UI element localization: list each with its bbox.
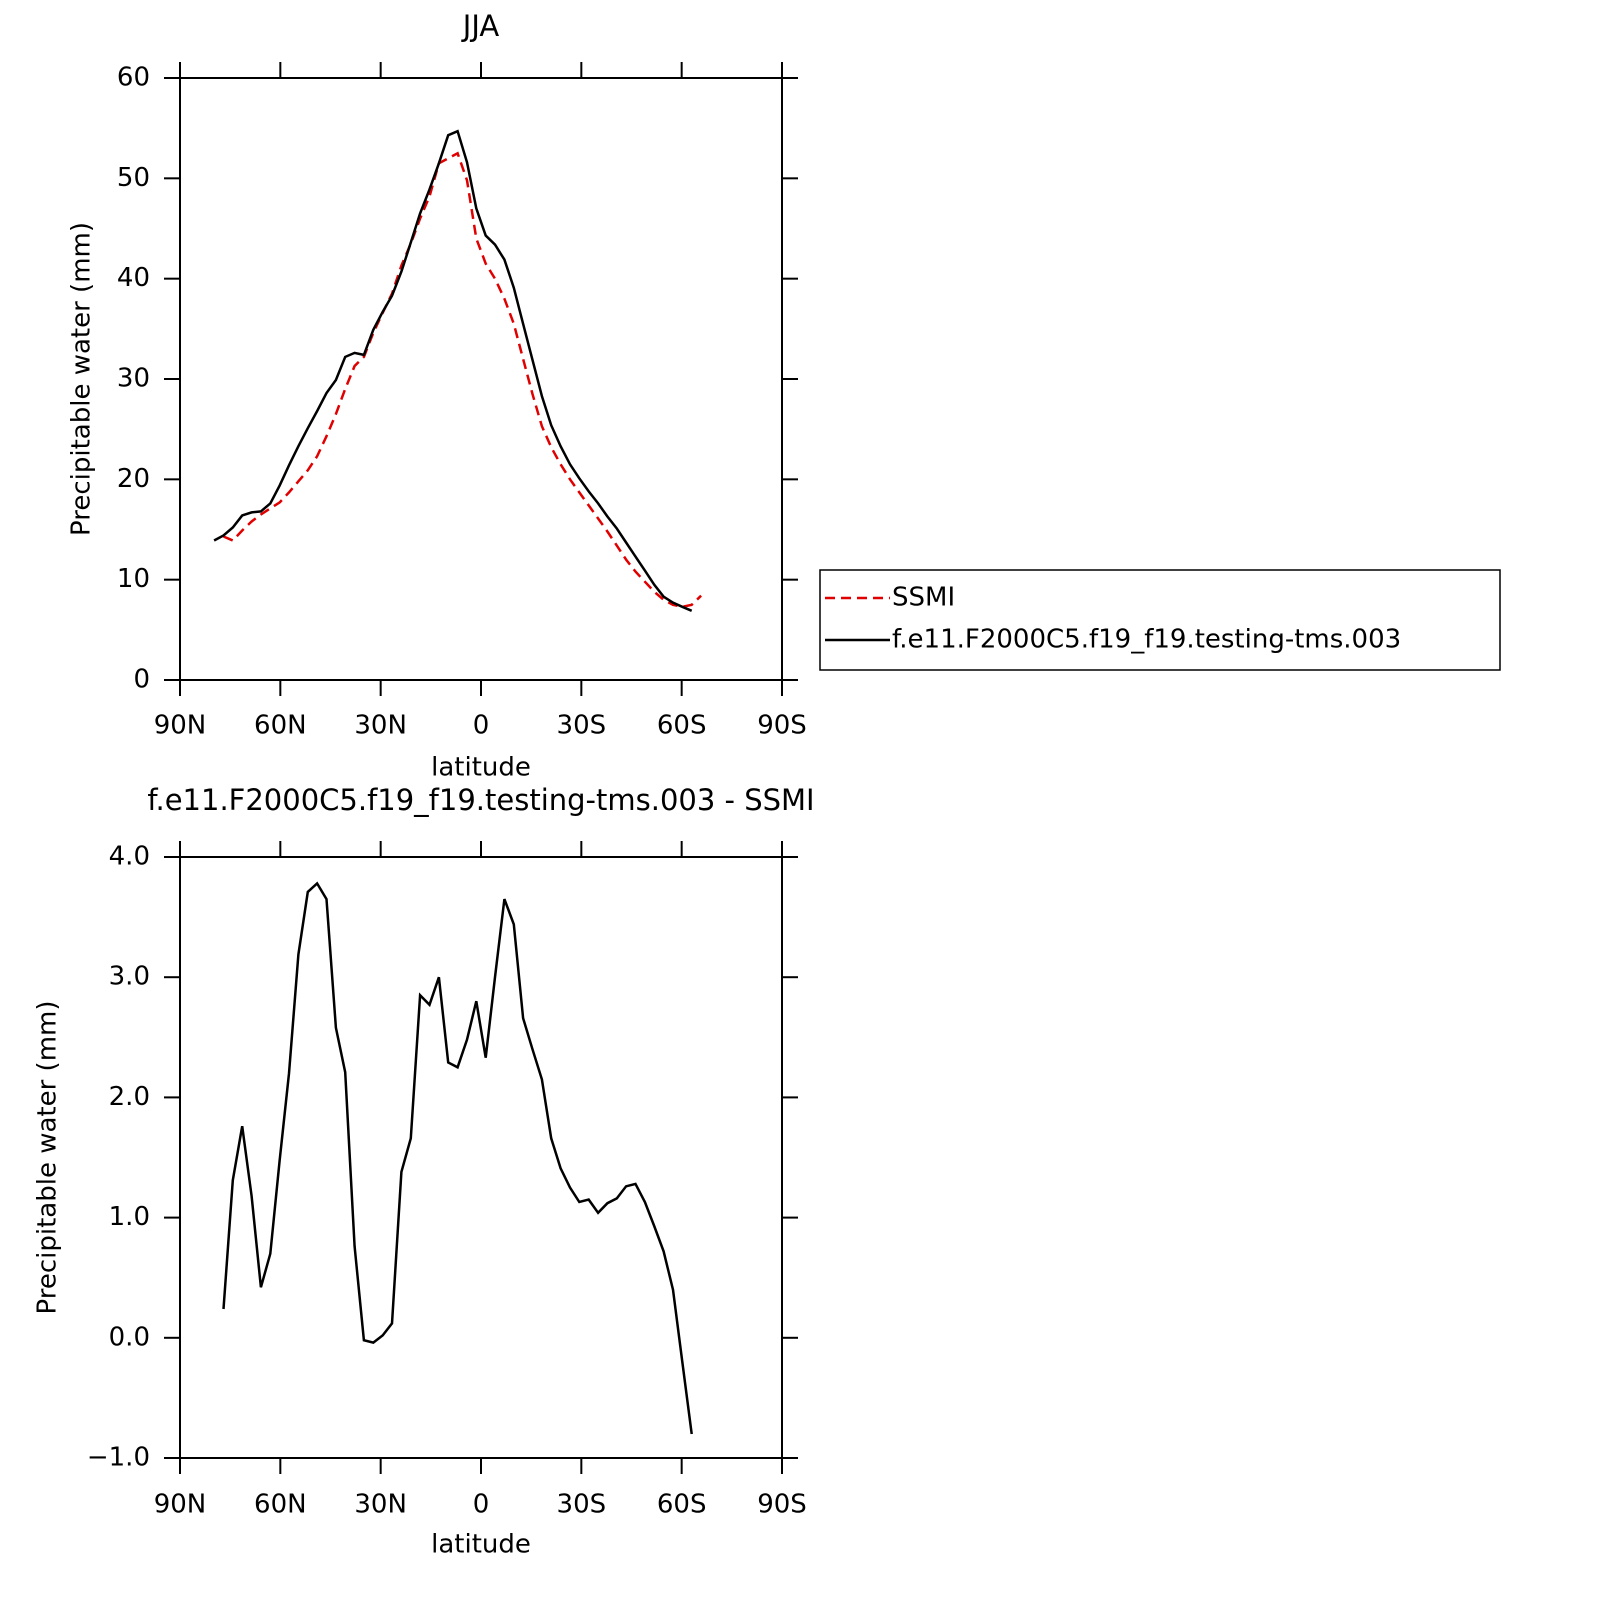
plot-frame <box>179 856 783 1459</box>
y-tick-label: 2.0 <box>109 1082 150 1112</box>
x-tick-label: 60N <box>254 1490 307 1520</box>
legend-label: SSMI <box>892 583 955 613</box>
data-line <box>222 881 693 1435</box>
x-tick-label: 30N <box>354 711 407 741</box>
y-tick-label: 1.0 <box>109 1202 150 1232</box>
y-tick-label: −1.0 <box>87 1443 150 1473</box>
y-tick-label: 10 <box>117 564 150 594</box>
y-tick-label: 30 <box>117 364 150 394</box>
chart-title: f.e11.F2000C5.f19_f19.testing-tms.003 - … <box>147 783 814 817</box>
x-tick-label: 30N <box>354 1490 407 1520</box>
x-tick-label: 60S <box>657 711 707 741</box>
y-tick-label: 4.0 <box>109 842 150 872</box>
legend-label: f.e11.F2000C5.f19_f19.testing-tms.003 <box>892 625 1401 655</box>
legend-box <box>819 569 1501 671</box>
x-tick-label: 60N <box>254 711 307 741</box>
y-tick-label: 20 <box>117 464 150 494</box>
y-tick-label: 3.0 <box>109 962 150 992</box>
x-tick-label: 30S <box>557 711 607 741</box>
data-line <box>223 151 702 609</box>
y-tick-label: 0 <box>133 665 150 695</box>
x-tick-label: 90N <box>154 711 207 741</box>
x-axis-label: latitude <box>431 753 531 783</box>
y-tick-label: 40 <box>117 263 150 293</box>
x-tick-label: 90S <box>757 1490 807 1520</box>
plot-frame <box>179 77 783 681</box>
chart-title: JJA <box>461 9 500 43</box>
y-tick-label: 0.0 <box>109 1322 150 1352</box>
y-tick-label: 60 <box>117 63 150 93</box>
x-tick-label: 60S <box>657 1490 707 1520</box>
data-line <box>213 129 693 612</box>
x-tick-label: 90S <box>757 711 807 741</box>
y-axis-label: Precipitable water (mm) <box>33 1001 63 1315</box>
x-axis-label: latitude <box>431 1530 531 1560</box>
x-tick-label: 0 <box>473 711 490 741</box>
x-tick-label: 0 <box>473 1490 490 1520</box>
x-tick-label: 90N <box>154 1490 207 1520</box>
y-axis-label: Precipitable water (mm) <box>67 222 97 536</box>
y-tick-label: 50 <box>117 163 150 193</box>
x-tick-label: 30S <box>557 1490 607 1520</box>
